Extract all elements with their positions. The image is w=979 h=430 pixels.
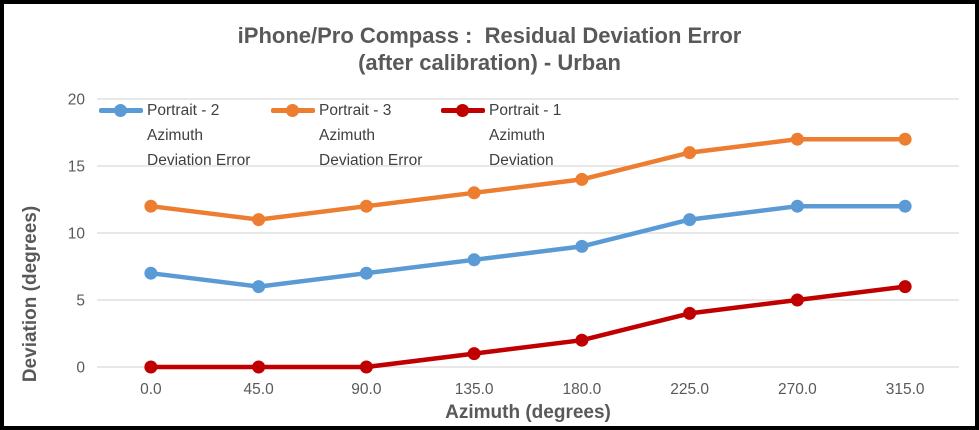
data-point-marker — [898, 199, 912, 213]
data-point-marker — [575, 239, 589, 253]
series-line — [148, 284, 908, 370]
data-point-marker — [575, 172, 589, 186]
data-point-marker — [144, 199, 158, 213]
series-line — [148, 136, 908, 222]
data-point-marker — [252, 280, 266, 294]
data-point-marker — [683, 213, 697, 227]
x-tick-label: 225.0 — [670, 381, 709, 398]
x-tick-label: 270.0 — [778, 381, 817, 398]
y-tick-label: 0 — [76, 360, 85, 377]
data-point-marker — [144, 266, 158, 280]
y-tick-label: 10 — [68, 226, 86, 243]
chart-title-line-1: iPhone/Pro Compass : Residual Deviation … — [237, 23, 742, 48]
series-line — [148, 203, 908, 289]
data-point-marker — [683, 146, 697, 160]
chart-plot-area: 0 5 10 15 20 0.0 45.0 90.0 135.0 180.0 225.0 270.0 3… — [68, 92, 959, 398]
x-tick-label: 315.0 — [886, 381, 925, 398]
x-axis-title: Azimuth (degrees) — [445, 402, 611, 423]
x-tick-label: 180.0 — [562, 381, 601, 398]
chart-title: iPhone/Pro Compass : Residual Deviation … — [4, 22, 975, 76]
data-point-marker — [144, 360, 158, 374]
data-point-marker — [575, 333, 589, 347]
data-point-marker — [252, 360, 266, 374]
x-tick-label: 90.0 — [351, 381, 382, 398]
x-tick-label: 135.0 — [455, 381, 494, 398]
data-point-marker — [467, 186, 481, 200]
data-point-marker — [359, 199, 373, 213]
x-tick-label: 0.0 — [140, 381, 162, 398]
x-tick-label: 45.0 — [244, 381, 275, 398]
y-tick-label: 20 — [68, 92, 86, 109]
data-point-marker — [898, 280, 912, 294]
data-point-marker — [790, 132, 804, 146]
data-point-marker — [790, 293, 804, 307]
data-point-marker — [683, 306, 697, 320]
data-point-marker — [467, 347, 481, 361]
chart-title-line-2: (after calibration) - Urban — [358, 50, 621, 75]
data-point-marker — [790, 199, 804, 213]
y-tick-label: 5 — [76, 293, 85, 310]
data-point-marker — [898, 132, 912, 146]
y-tick-label: 15 — [68, 159, 85, 176]
data-point-marker — [467, 253, 481, 267]
data-point-marker — [252, 213, 266, 227]
data-point-marker — [359, 360, 373, 374]
data-point-marker — [359, 266, 373, 280]
